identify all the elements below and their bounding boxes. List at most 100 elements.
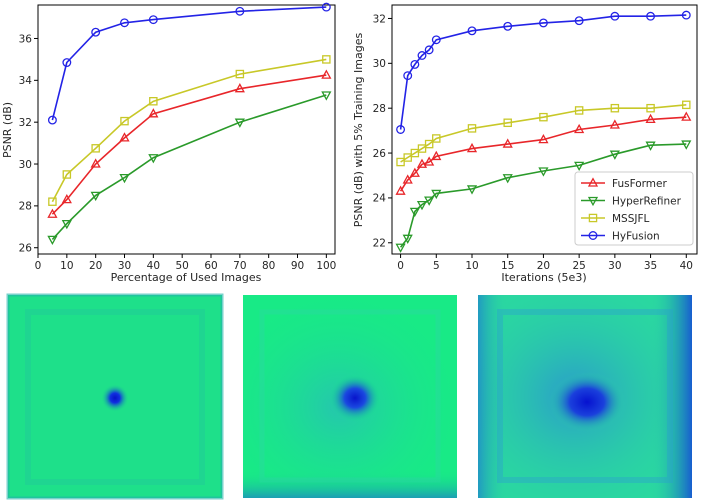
iterations-chart-point-fusformer [574,123,585,134]
percentage-chart-y-tick-label: 30 [19,159,32,171]
percentage-chart-plot-area [37,4,336,255]
iterations-chart-point-fusformer [395,185,406,195]
iterations-chart-point-mssjfl [467,124,477,133]
percentage-chart-x-tick-label: 30 [118,260,131,272]
percentage-chart-point-hyfusion [148,15,158,25]
percentage-chart-point-hyfusion [47,115,57,125]
iterations-chart-point-hyfusion [467,26,477,36]
iterations-chart-point-hyfusion [424,45,434,55]
iterations-chart-point-fusformer [681,111,692,121]
iterations-chart-point-hyfusion [410,59,420,69]
percentage-chart-x-tick-label: 20 [89,260,102,272]
iterations-chart-point-hyfusion [574,16,584,26]
percentage-chart-x-tick-label: 0 [35,260,42,272]
iterations-chart-point-hyperrefiner [538,167,549,177]
legend-marker-hyperrefiner [587,196,599,207]
legend-marker-mssjfl [588,213,598,223]
heatmap-panel-2 [243,295,457,498]
iterations-chart-point-hyfusion [396,125,406,134]
iterations-chart-y-axis-label: PSNR (dB) with 5% Training Images [352,33,365,228]
percentage-chart: 0 10 20 30 40 50 60 70 80 90 100 26 28 30 32 34 36 Perc… [1,2,336,284]
percentage-chart-point-fusformer [47,208,58,218]
percentage-chart-line-mssjfl [51,58,327,203]
iterations-chart-point-hyperrefiner [402,234,413,244]
iterations-chart-point-fusformer [424,156,435,166]
iterations-chart-point-fusformer [402,174,413,184]
percentage-chart-point-fusformer [234,83,245,93]
percentage-chart-x-tick-label: 90 [291,260,304,272]
iterations-chart-point-fusformer [431,150,442,161]
iterations-chart-point-hyfusion [646,11,656,21]
percentage-chart-point-mssjfl [235,69,245,79]
heatmap-3-inner-frame [497,309,673,483]
iterations-chart-x-axis-label: Iterations (5e3) [501,271,586,284]
iterations-chart-line-hyfusion [399,14,687,130]
percentage-chart-point-fusformer [61,193,72,204]
iterations-chart-point-hyfusion [681,10,691,20]
percentage-chart-point-hyfusion [62,58,72,67]
iterations-chart-y-tick-label: 24 [373,193,387,205]
iterations-chart-line-mssjfl [400,104,687,163]
iterations-chart-point-hyfusion [417,51,427,60]
iterations-chart-point-fusformer [416,158,428,168]
heatmap-panel-1 [6,293,224,500]
percentage-chart-y-tick-label: 36 [19,33,33,45]
percentage-chart-point-mssjfl [91,144,100,153]
percentage-chart-point-fusformer [148,108,159,118]
iterations-chart-point-hyperrefiner [502,174,513,184]
legend-label-mssjfl: MSSJFL [612,213,650,225]
iterations-chart-point-fusformer [502,138,513,148]
percentage-chart-series [47,2,332,246]
percentage-chart-point-hyperrefiner [61,220,72,230]
percentage-chart-point-hyperrefiner [148,154,159,164]
percentage-chart-y-tick-label: 26 [19,243,33,255]
percentage-chart-point-fusformer [321,69,332,79]
iterations-chart-point-fusformer [538,133,549,144]
heatmap-1-border-shade [6,293,224,500]
percentage-chart-x-tick-label: 100 [316,260,336,272]
iterations-chart-point-hyfusion [503,21,513,31]
iterations-chart-point-hyperrefiner [409,207,420,218]
legend-label-hyperrefiner: HyperRefiner [612,196,682,208]
legend-label-fusformer: FusFormer [612,178,668,190]
iterations-chart-x-tick-label: 10 [465,260,478,272]
iterations-chart-x-tick-label: 0 [397,260,404,272]
iterations-chart-point-hyperrefiner [574,161,585,172]
percentage-chart-line-fusformer [51,74,327,215]
percentage-chart-point-mssjfl [149,97,158,106]
heatmap-1-hotspot [101,384,129,412]
iterations-chart-y-tick-label: 28 [373,103,386,115]
percentage-chart-point-fusformer [90,158,101,168]
legend-marker-fusformer [587,177,599,187]
percentage-chart-point-hyperrefiner [321,91,332,101]
iterations-chart-point-hyperrefiner [431,189,442,200]
percentage-chart-y-tick-label: 28 [19,201,32,213]
iterations-chart-x-tick-label: 20 [537,260,550,272]
iterations-chart-point-fusformer [645,113,656,124]
percentage-chart-point-hyfusion [91,27,101,37]
iterations-chart-point-mssjfl [646,103,655,113]
iterations-chart-y-tick-label: 22 [373,238,386,250]
percentage-chart-point-fusformer [119,132,130,142]
heatmap-3-left-edge [478,295,508,498]
iterations-chart: 0 5 10 15 20 25 30 35 40 22 24 26 28 30 32 Iterations… [352,4,698,284]
percentage-chart-y-tick-label: 34 [19,75,33,87]
legend-box [574,171,694,246]
percentage-chart-point-hyperrefiner [234,118,245,128]
iterations-chart-x-tick-label: 35 [644,260,657,272]
percentage-chart-y-ticks: 26 28 30 32 34 36 [19,33,38,255]
iterations-chart-point-mssjfl [503,118,512,128]
percentage-chart-point-hyperrefiner [119,173,130,184]
iterations-chart-point-mssjfl [403,153,412,162]
percentage-chart-x-tick-label: 70 [233,260,246,272]
percentage-chart-y-tick-label: 32 [19,117,32,129]
heatmap-2-inner-frame [259,309,441,483]
iterations-chart-point-hyperrefiner [424,196,435,206]
iterations-chart-y-tick-label: 32 [373,13,386,25]
iterations-chart-point-mssjfl [410,148,420,158]
iterations-chart-point-hyperrefiner [645,141,656,151]
iterations-chart-point-hyfusion [431,35,441,45]
iterations-chart-point-mssjfl [396,157,405,167]
percentage-chart-x-tick-label: 60 [204,260,217,272]
percentage-chart-point-hyfusion [235,6,245,16]
